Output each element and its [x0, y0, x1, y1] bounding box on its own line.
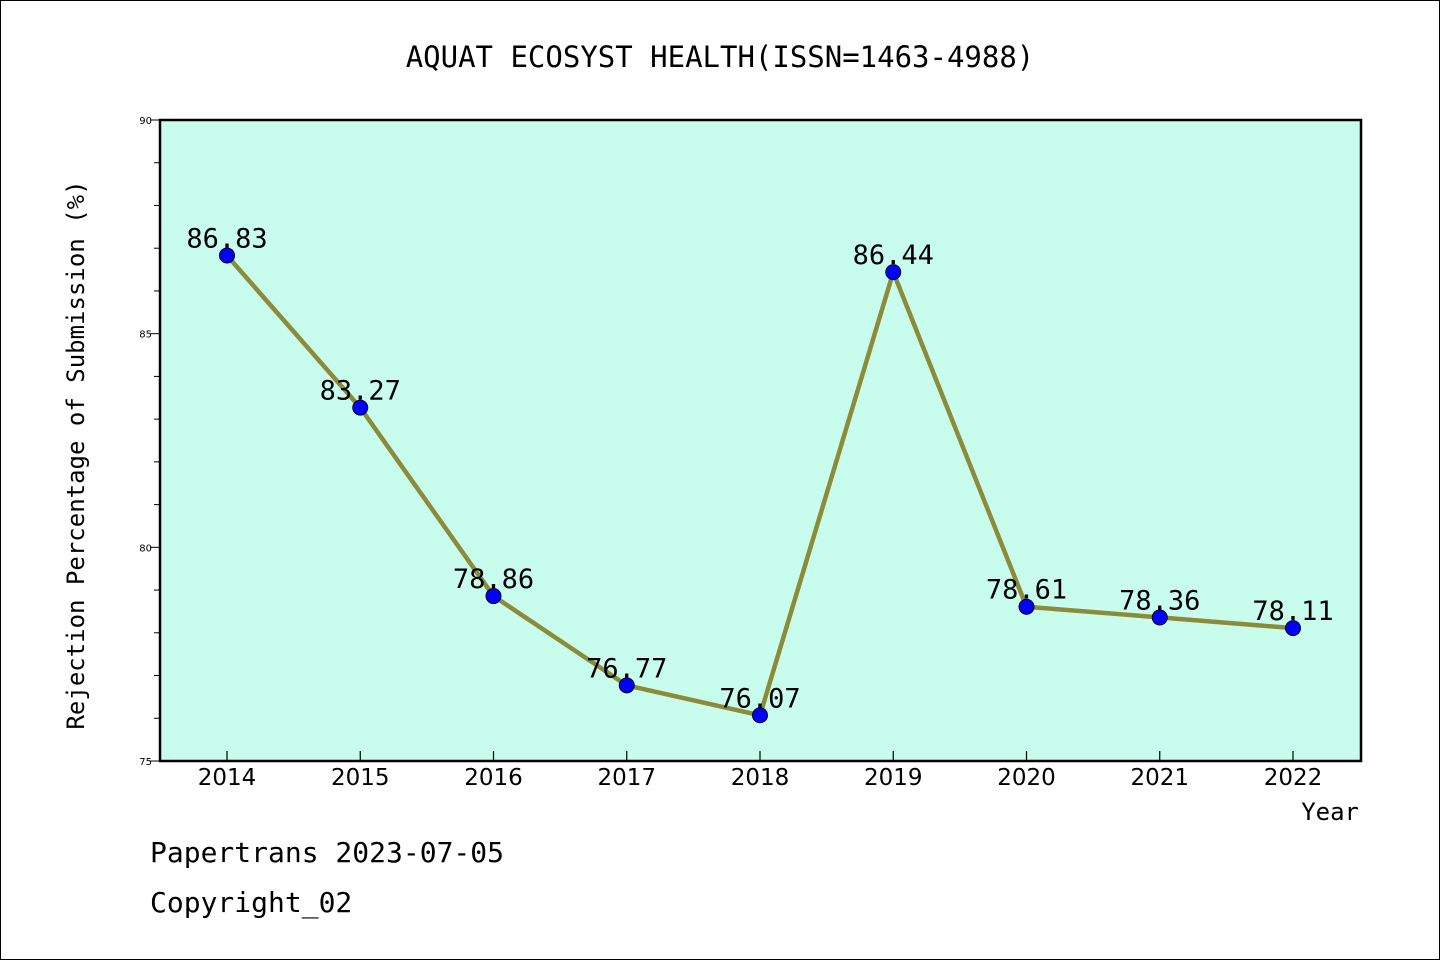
- series-markers: [219, 247, 1301, 724]
- data-label: 78.36: [1119, 585, 1200, 616]
- data-point: [1018, 598, 1035, 615]
- x-tick-label: 2019: [864, 765, 923, 791]
- data-label: 86.83: [186, 223, 267, 254]
- data-label: 76.77: [586, 653, 667, 684]
- data-label: 78.11: [1252, 596, 1333, 627]
- y-tick-label: 75: [139, 757, 152, 768]
- data-label: 76.07: [719, 683, 800, 714]
- y-axis: 75 80 85 90: [139, 116, 160, 768]
- x-tick-label: 2018: [731, 765, 790, 791]
- x-tick-label: 2021: [1130, 765, 1189, 791]
- data-point: [885, 264, 902, 281]
- footer-copyright: Copyright_02: [150, 886, 353, 919]
- data-label: 86.44: [853, 240, 934, 271]
- data-point: [1285, 620, 1301, 637]
- chart-title: AQUAT ECOSYST HEALTH(ISSN=1463-4988): [406, 40, 1035, 74]
- x-tick-label: 2015: [331, 765, 390, 791]
- x-tick-label: 2014: [198, 765, 257, 791]
- data-label: 78.61: [986, 575, 1067, 606]
- data-point: [618, 677, 635, 694]
- data-label: 83.27: [320, 376, 401, 407]
- x-tick-label: 2020: [997, 765, 1056, 791]
- data-point: [219, 247, 235, 264]
- x-tick-label: 2017: [597, 765, 656, 791]
- footer-date: Papertrans 2023-07-05: [150, 836, 505, 869]
- x-axis: 2014 2015 2016 2017 2018 2019 2020 2021 2022: [198, 751, 1323, 791]
- data-point: [485, 588, 502, 605]
- data-point: [1151, 609, 1168, 626]
- data-point: [752, 707, 768, 724]
- y-tick-label: 85: [139, 330, 152, 341]
- x-tick-label: 2016: [464, 765, 523, 791]
- data-point: [352, 399, 369, 416]
- y-tick-label: 90: [139, 116, 152, 127]
- plot-area: [158, 118, 1363, 763]
- y-axis-label: Rejection Percentage of Submission (%): [62, 180, 90, 729]
- x-tick-label: 2022: [1264, 765, 1323, 791]
- x-axis-label: Year: [1301, 798, 1359, 826]
- y-tick-label: 80: [139, 543, 152, 554]
- data-label: 78.86: [453, 564, 534, 595]
- data-labels: 86.83 83.27 78.86 76.77 76.07 86.44 78.61 78.36…: [186, 223, 1333, 714]
